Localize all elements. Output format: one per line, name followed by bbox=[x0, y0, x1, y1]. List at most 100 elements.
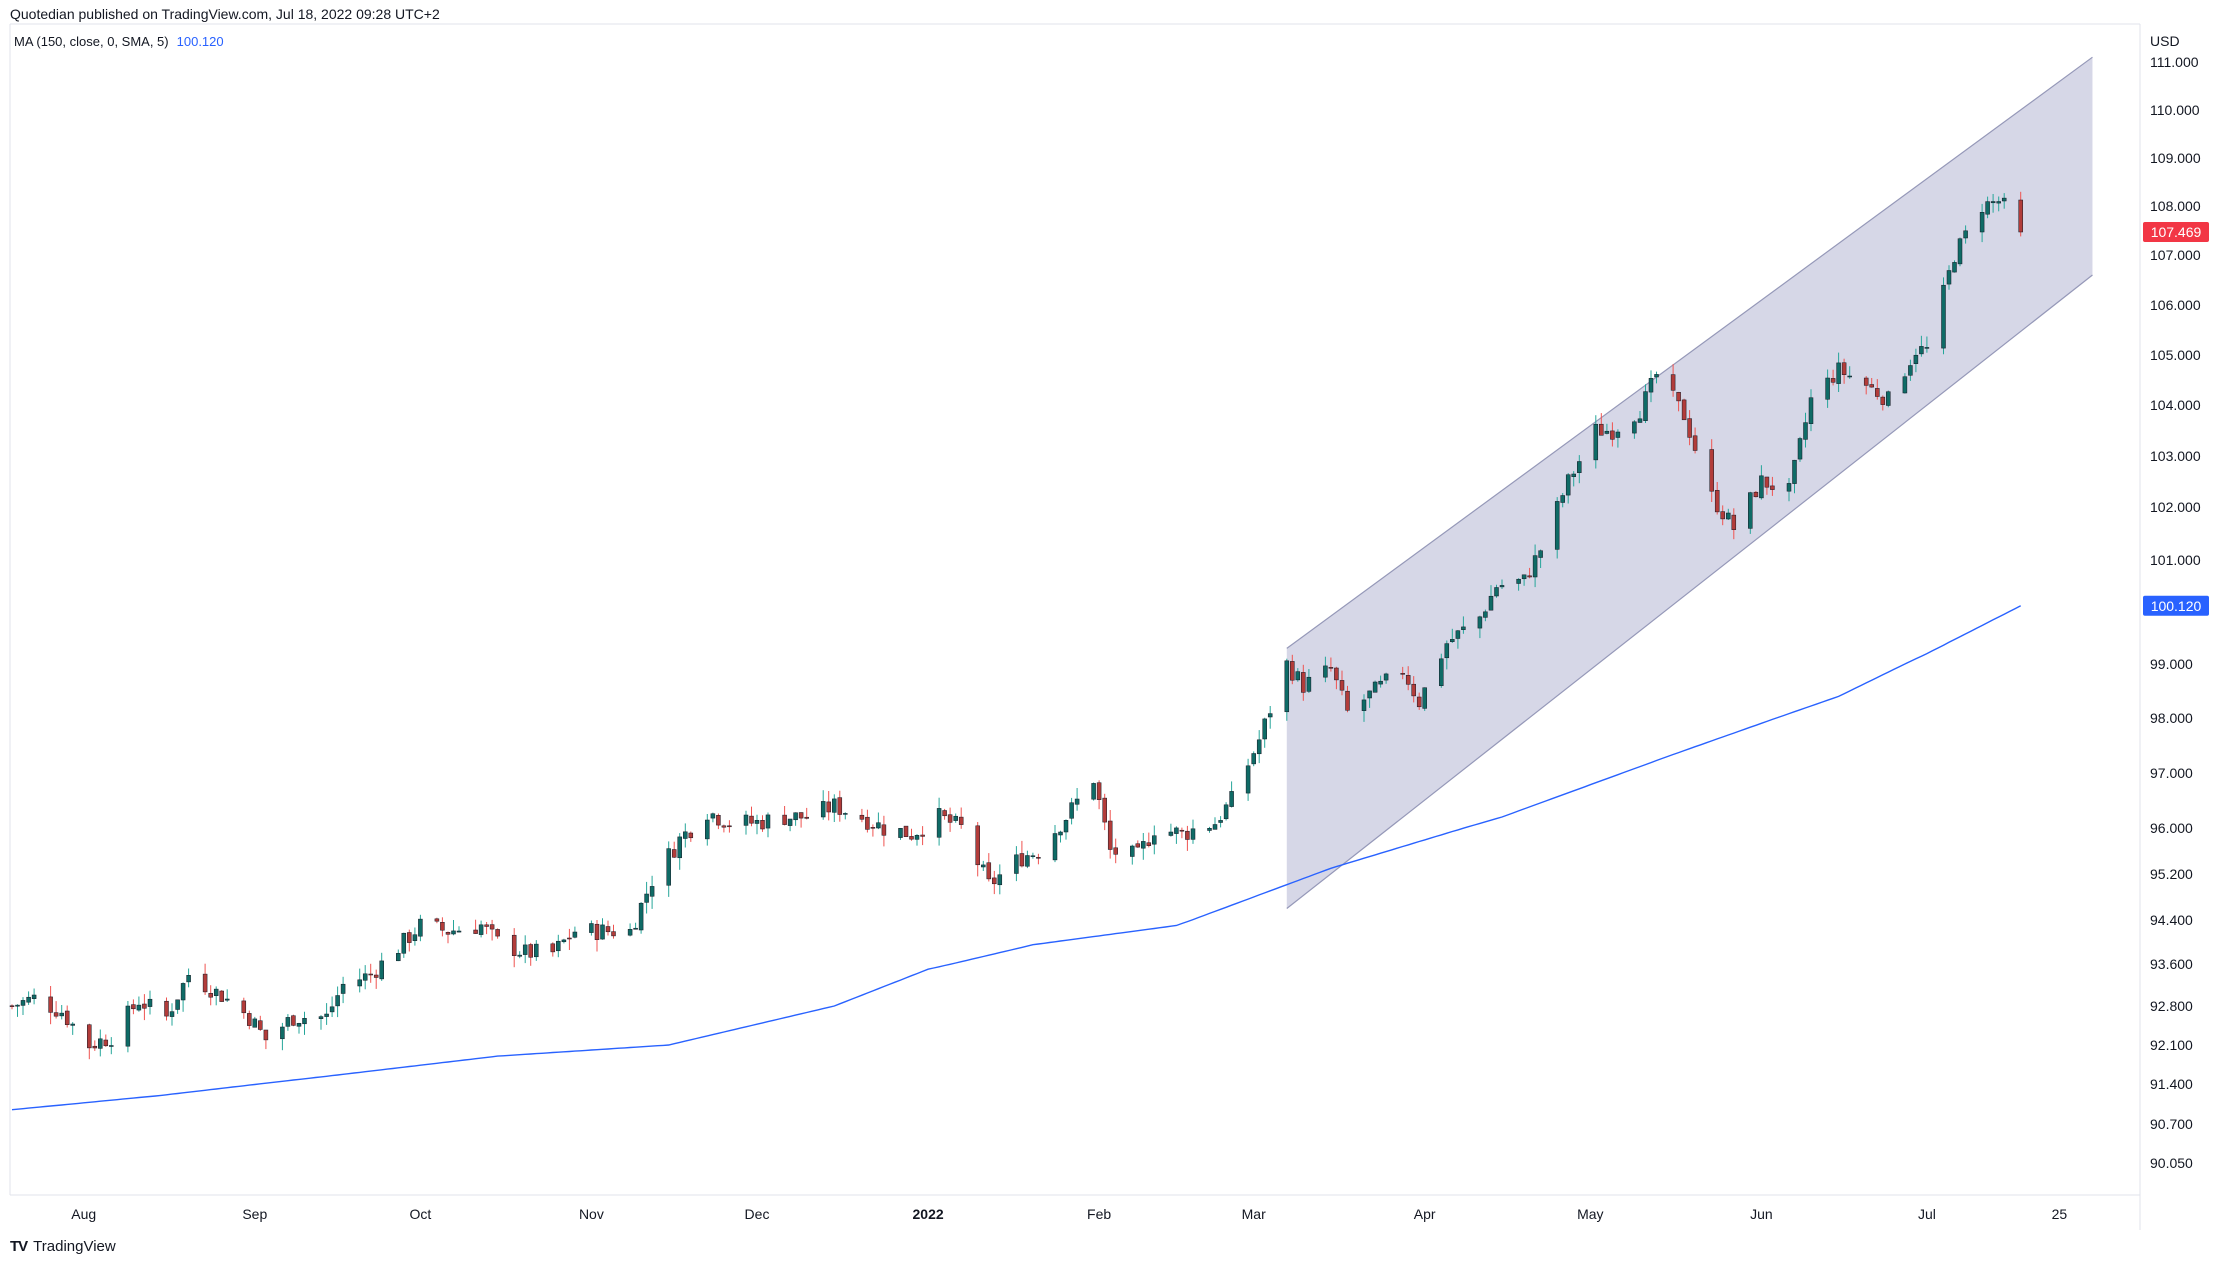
candle-body bbox=[340, 983, 346, 994]
tradingview-watermark[interactable]: TV TradingView bbox=[10, 1238, 116, 1255]
channel-lower-line[interactable] bbox=[1286, 274, 2093, 909]
candle-body bbox=[1952, 262, 1957, 273]
candle-body bbox=[1185, 830, 1190, 840]
candle-body bbox=[1637, 418, 1643, 423]
candle-body bbox=[1841, 362, 1847, 375]
price-tick-label: 105.000 bbox=[2150, 347, 2201, 363]
candle-body bbox=[953, 815, 958, 821]
moving-average[interactable] bbox=[11, 605, 2022, 1111]
candle-body bbox=[1748, 492, 1753, 529]
channel-fill[interactable] bbox=[1286, 57, 2093, 909]
price-tick-label: 102.000 bbox=[2150, 499, 2201, 515]
candle-body bbox=[534, 943, 539, 958]
candle-body bbox=[169, 1011, 175, 1017]
candle-body bbox=[1251, 753, 1256, 765]
price-tick-label: 101.000 bbox=[2150, 552, 2201, 568]
channel-upper-line[interactable] bbox=[1286, 56, 2093, 649]
candle-body bbox=[1726, 512, 1731, 520]
ma-legend-value: 100.120 bbox=[176, 34, 224, 49]
candle-body bbox=[627, 929, 633, 936]
candle-body bbox=[1306, 676, 1312, 692]
candle-body bbox=[1477, 616, 1483, 629]
candle-body bbox=[975, 825, 980, 866]
candle-body bbox=[1461, 626, 1466, 630]
candle-body bbox=[434, 918, 440, 922]
price-tick-label: 98.000 bbox=[2150, 710, 2193, 726]
candle-body bbox=[31, 994, 37, 999]
candle-body bbox=[263, 1029, 269, 1041]
candle-body bbox=[252, 1018, 258, 1028]
candle-body bbox=[909, 836, 914, 840]
candle-body bbox=[572, 931, 578, 938]
candle-body bbox=[1422, 687, 1427, 709]
candle-body bbox=[947, 814, 953, 823]
candle-body bbox=[1207, 828, 1212, 831]
candle-body bbox=[1245, 765, 1251, 794]
candle-body bbox=[329, 1006, 335, 1013]
candle-body bbox=[903, 825, 909, 837]
candle-body bbox=[782, 814, 787, 825]
candle-body bbox=[1378, 680, 1383, 685]
publisher-header: Quotedian published on TradingView.com, … bbox=[10, 6, 440, 22]
time-tick-label: Jul bbox=[1918, 1206, 1936, 1222]
candle-body bbox=[1141, 841, 1146, 849]
candle-body bbox=[1924, 347, 1930, 349]
candle-body bbox=[1135, 843, 1141, 848]
time-tick-label: May bbox=[1577, 1206, 1603, 1222]
candle-body bbox=[1400, 673, 1405, 675]
candle-body bbox=[9, 1005, 15, 1007]
candle-body bbox=[1439, 658, 1444, 686]
candle-body bbox=[721, 825, 727, 828]
price-tick-label: 108.000 bbox=[2150, 198, 2201, 214]
candle-body bbox=[760, 820, 765, 830]
candle-body bbox=[561, 939, 567, 943]
candle-body bbox=[1565, 474, 1571, 496]
candle-body bbox=[710, 813, 716, 819]
candle-body bbox=[1880, 396, 1886, 405]
candle-body bbox=[1074, 798, 1080, 805]
candle-body bbox=[1830, 378, 1836, 383]
candle-body bbox=[1692, 435, 1698, 451]
candle-body bbox=[1869, 384, 1874, 388]
time-tick-label: 25 bbox=[2052, 1206, 2068, 1222]
candle-body bbox=[64, 1010, 70, 1025]
candle-body bbox=[1808, 397, 1814, 424]
candle-body bbox=[1654, 374, 1659, 378]
candle-body bbox=[401, 932, 407, 954]
candle-body bbox=[859, 814, 865, 820]
candle-body bbox=[1301, 672, 1306, 693]
candle-body bbox=[296, 1023, 302, 1027]
candle-body bbox=[981, 864, 986, 868]
candle-body bbox=[1538, 550, 1543, 558]
candle-body bbox=[1847, 375, 1852, 378]
candle-body bbox=[716, 815, 721, 826]
candle-body bbox=[1058, 831, 1063, 836]
time-axis[interactable]: Aug Sep Oct Nov Dec 2022 Feb Mar Apr May Jun Jul 25 bbox=[71, 1206, 2067, 1222]
regression-channel[interactable] bbox=[1286, 56, 2093, 909]
candle-body bbox=[2001, 197, 2007, 202]
candle-body bbox=[633, 927, 638, 930]
candle-body bbox=[705, 819, 710, 840]
ma-legend[interactable]: MA (150, close, 0, SMA, 5) 100.120 bbox=[14, 34, 224, 49]
candle-body bbox=[1146, 842, 1152, 846]
time-tick-label: Sep bbox=[242, 1206, 267, 1222]
candle-body bbox=[997, 874, 1003, 886]
candle-body bbox=[1560, 495, 1565, 503]
tradingview-logo-icon: TV bbox=[10, 1238, 28, 1255]
ma-value-badge bbox=[2143, 595, 2209, 616]
candle-body bbox=[528, 944, 533, 958]
candle-body bbox=[368, 973, 373, 976]
candle-body bbox=[1687, 418, 1692, 438]
candle-body bbox=[219, 990, 224, 1002]
candle-body bbox=[1521, 574, 1527, 580]
candle-body bbox=[1025, 855, 1030, 867]
candle-body bbox=[1648, 378, 1654, 393]
candle-body bbox=[837, 797, 843, 815]
candle-body bbox=[511, 934, 517, 956]
candle-body bbox=[136, 1004, 142, 1011]
candle-body bbox=[175, 999, 180, 1010]
price-axis[interactable]: USD 111.000 110.000 109.000 108.000 107.000 1… bbox=[2150, 33, 2201, 1171]
candle-body bbox=[1019, 853, 1025, 867]
ma-line[interactable] bbox=[11, 605, 2022, 1111]
